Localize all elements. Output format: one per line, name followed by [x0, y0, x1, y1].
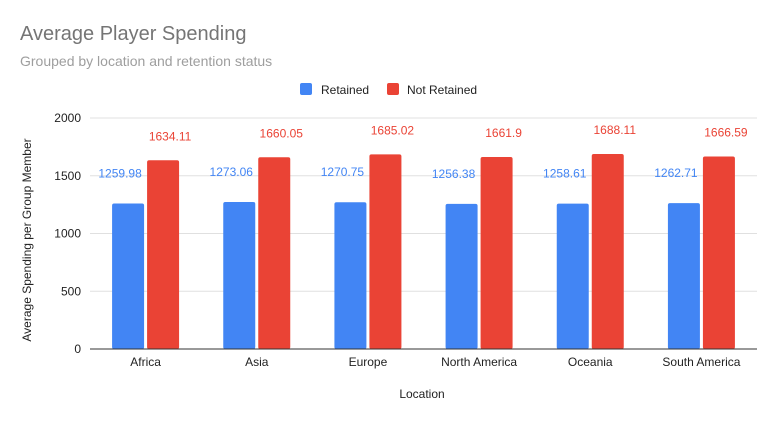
bars — [112, 154, 735, 349]
chart-title: Average Player Spending — [20, 23, 246, 45]
data-label-retained: 1262.71 — [654, 166, 698, 180]
bar-not-retained — [480, 157, 513, 349]
bar-retained — [112, 203, 145, 349]
gridlines — [90, 117, 757, 292]
y-tick-label: 0 — [74, 342, 81, 356]
x-axis-ticks: Africa Asia Europe North America Oceania Sout… — [130, 355, 741, 369]
x-axis-title: Location — [399, 387, 444, 401]
chart-subtitle: Grouped by location and retention status — [20, 53, 272, 69]
data-label-not-retained: 1688.11 — [594, 123, 637, 137]
bar-retained — [667, 203, 700, 349]
bar-retained — [445, 203, 478, 349]
y-axis-title: Average Spending per Group Member — [20, 138, 34, 341]
data-labels: 1259.98 1634.11 1273.06 1660.05 1270.75 1685.… — [98, 123, 748, 181]
x-tick-label: North America — [441, 355, 517, 369]
x-tick-label: Europe — [349, 355, 388, 369]
data-label-not-retained: 1660.05 — [260, 126, 304, 140]
legend-swatch-retained — [300, 83, 312, 95]
x-tick-label: South America — [662, 355, 740, 369]
bar-not-retained — [258, 157, 291, 349]
y-tick-label: 2000 — [54, 111, 81, 125]
legend-label-not-retained: Not Retained — [407, 83, 477, 97]
y-tick-label: 500 — [61, 284, 81, 298]
bar-retained — [223, 201, 256, 349]
bar-not-retained — [147, 160, 180, 349]
data-label-not-retained: 1666.59 — [704, 126, 748, 140]
x-tick-label: Oceania — [568, 355, 613, 369]
data-label-retained: 1256.38 — [432, 167, 476, 181]
x-tick-label: Africa — [130, 355, 161, 369]
data-label-retained: 1259.98 — [98, 166, 142, 180]
bar-not-retained — [369, 154, 402, 349]
bar-not-retained — [702, 156, 735, 349]
y-tick-label: 1000 — [54, 227, 81, 241]
legend: Retained Not Retained — [300, 83, 477, 97]
data-label-retained: 1273.06 — [210, 165, 254, 179]
x-tick-label: Asia — [245, 355, 269, 369]
y-axis-ticks: 0 500 1000 1500 2000 — [54, 111, 81, 356]
bar-not-retained — [591, 154, 624, 349]
data-label-not-retained: 1685.02 — [371, 123, 415, 137]
data-label-retained: 1270.75 — [321, 165, 365, 179]
legend-swatch-not-retained — [387, 83, 399, 95]
data-label-retained: 1258.61 — [543, 167, 587, 181]
data-label-not-retained: 1661.9 — [485, 126, 522, 140]
bar-retained — [556, 203, 589, 349]
data-label-not-retained: 1634.11 — [149, 129, 192, 143]
bar-retained — [334, 202, 367, 349]
legend-label-retained: Retained — [321, 83, 369, 97]
y-tick-label: 1500 — [54, 169, 81, 183]
